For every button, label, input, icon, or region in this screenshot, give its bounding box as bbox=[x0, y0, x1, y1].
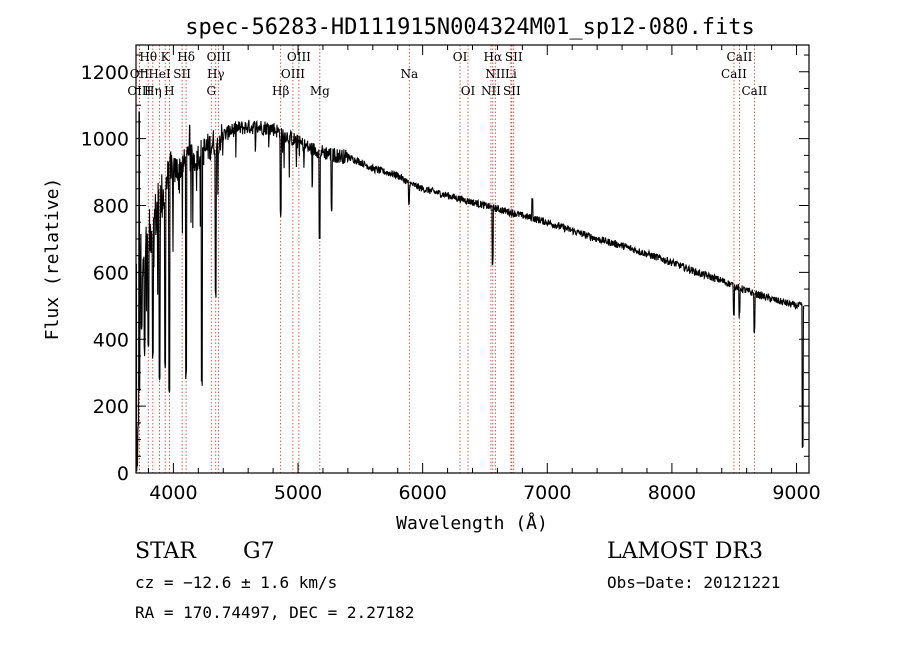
x-tick-label-0: 4000 bbox=[149, 482, 197, 504]
line-label-5: Hη bbox=[144, 84, 162, 98]
line-label-15: Mg bbox=[310, 84, 330, 98]
y-tick-label-3: 600 bbox=[93, 262, 129, 284]
line-label-10: Hγ bbox=[207, 67, 225, 81]
line-label-19: Hα bbox=[484, 50, 503, 64]
line-label-23: NII bbox=[481, 84, 501, 98]
x-axis: 4000 5000 6000 7000 8000 9000 bbox=[147, 45, 821, 504]
line-label-9: OIII bbox=[207, 50, 231, 64]
line-label-7: H bbox=[164, 84, 174, 98]
x-tick-label-2: 6000 bbox=[398, 482, 446, 504]
line-label-21: NII bbox=[485, 67, 505, 81]
line-label-12: OIII bbox=[287, 50, 311, 64]
x-tick-label-1: 5000 bbox=[274, 482, 322, 504]
spectrum-series-line bbox=[135, 111, 805, 472]
line-label-3: K bbox=[161, 50, 171, 64]
line-label-18: OI bbox=[461, 84, 476, 98]
line-label-24: SII bbox=[503, 84, 521, 98]
y-tick-label-5: 1000 bbox=[81, 129, 129, 151]
y-axis: 0 200 400 600 800 1000 1200 bbox=[81, 54, 809, 485]
coordinates: RA = 170.74497, DEC = 2.27182 bbox=[135, 603, 415, 622]
redshift-cz: cz = −12.6 ± 1.6 km/s bbox=[135, 573, 338, 592]
x-axis-label: Wavelength (Å) bbox=[396, 512, 548, 534]
line-label-6: SII bbox=[173, 67, 191, 81]
line-label-13: OIII bbox=[281, 67, 305, 81]
line-label-4: HeI bbox=[148, 67, 171, 81]
line-label-1: OII bbox=[130, 67, 150, 81]
line-label-27: CaII bbox=[741, 84, 767, 98]
line-label-14: Hβ bbox=[272, 84, 289, 98]
line-label-20: SII bbox=[505, 50, 523, 64]
x-tick-label-3: 7000 bbox=[523, 482, 571, 504]
survey-name: LAMOST DR3 bbox=[607, 539, 763, 564]
spectral-line-labels: Hθ OII OIII K HeI Hη SII H Hδ OIII Hγ G OIII OIII Hβ Mg… bbox=[127, 50, 767, 98]
y-tick-label-2: 400 bbox=[93, 329, 129, 351]
line-label-16: Na bbox=[400, 67, 418, 81]
line-label-25: CaII bbox=[727, 50, 753, 64]
object-subclass: G7 bbox=[243, 539, 275, 564]
observation-date: Obs−Date: 20121221 bbox=[607, 573, 781, 592]
line-label-17: OI bbox=[453, 50, 468, 64]
y-tick-label-0: 0 bbox=[117, 463, 129, 485]
y-tick-label-6: 1200 bbox=[81, 62, 129, 84]
line-label-26: CaII bbox=[721, 67, 747, 81]
line-label-11: G bbox=[206, 84, 216, 98]
line-label-0: Hθ bbox=[139, 50, 157, 64]
y-axis-label: Flux (relative) bbox=[42, 178, 63, 341]
y-tick-label-4: 800 bbox=[93, 196, 129, 218]
line-label-8: Hδ bbox=[177, 50, 195, 64]
x-tick-label-4: 8000 bbox=[648, 482, 696, 504]
y-tick-label-1: 200 bbox=[93, 396, 129, 418]
line-label-22: Li bbox=[505, 67, 517, 81]
chart-title: spec-56283-HD111915N004324M01_sp12-080.f… bbox=[185, 15, 755, 40]
line-label-2: OIII bbox=[127, 84, 151, 98]
x-tick-label-5: 9000 bbox=[772, 482, 820, 504]
plot-frame bbox=[135, 44, 810, 474]
object-class: STAR bbox=[135, 539, 196, 564]
